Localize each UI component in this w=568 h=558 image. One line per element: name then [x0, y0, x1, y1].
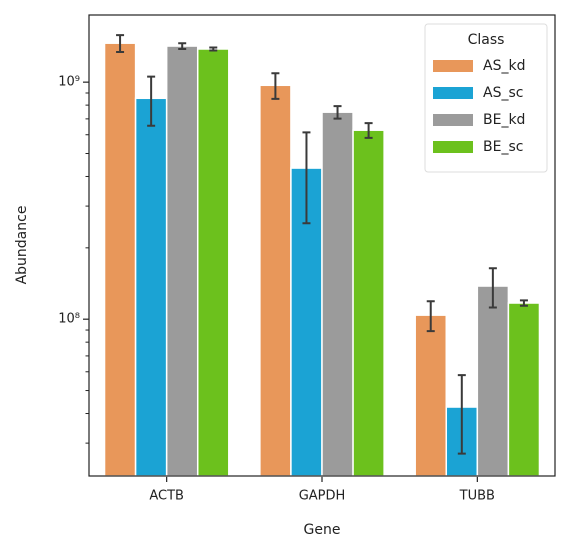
bar	[476, 285, 510, 477]
error-bar	[488, 267, 497, 309]
y-tick-label: 10⁸	[58, 312, 80, 327]
error-bar	[178, 42, 187, 50]
error-bar	[519, 299, 528, 307]
legend-label: BE_sc	[483, 139, 523, 155]
error-bar	[147, 75, 156, 127]
bar	[103, 42, 137, 477]
legend-label: AS_sc	[483, 85, 523, 101]
error-bar	[364, 122, 373, 139]
bar	[196, 48, 230, 477]
error-bar	[302, 131, 311, 225]
x-tick-label: TUBB	[459, 489, 495, 504]
bar	[414, 314, 448, 477]
legend-label: BE_kd	[483, 112, 525, 128]
y-tick-label: 10⁹	[58, 75, 80, 90]
error-bar	[271, 72, 280, 100]
error-bar	[333, 105, 342, 120]
x-tick-label: ACTB	[149, 489, 184, 504]
x-axis-label: Gene	[304, 522, 341, 538]
bar	[259, 84, 292, 477]
bar	[321, 111, 354, 477]
bar	[507, 302, 541, 477]
legend-swatch	[433, 87, 473, 99]
y-axis-label: Abundance	[14, 206, 30, 285]
bar	[165, 45, 199, 477]
error-bar	[116, 34, 125, 54]
bar	[134, 97, 168, 477]
error-bar	[209, 46, 218, 52]
legend-swatch	[433, 114, 473, 126]
error-bar	[426, 300, 435, 333]
legend-swatch	[433, 60, 473, 72]
error-bar	[457, 374, 466, 455]
legend-swatch	[433, 141, 473, 153]
legend-label: AS_kd	[483, 58, 525, 74]
bar	[352, 129, 385, 477]
plot-frame	[88, 14, 556, 477]
x-tick-label: GAPDH	[299, 489, 346, 504]
legend-title: Class	[468, 32, 505, 48]
